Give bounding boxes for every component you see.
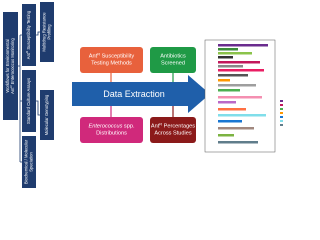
label-line: AntR Enterococcus Monitoring — [9, 37, 15, 93]
extraction-arrow — [72, 75, 210, 113]
label-line: Enterococcus spp. — [88, 124, 134, 130]
text-run: spp. — [122, 124, 135, 130]
superscript: R — [9, 85, 13, 87]
text-run: Antibiotics — [160, 54, 186, 60]
superscript: R — [159, 121, 162, 126]
deco-legend — [280, 104, 283, 106]
deco-bar — [218, 61, 260, 64]
text-run: Distributions — [96, 131, 127, 137]
deco-bar — [218, 96, 262, 99]
deco-bar — [218, 101, 236, 104]
text-run: Molecular Genotyping — [44, 94, 49, 135]
label-line: AntR Percentages — [151, 121, 195, 130]
deco-bar — [218, 65, 243, 68]
graphical-abstract: Data Extraction Workflows for Environmen… — [3, 2, 283, 188]
box-label: Multidrug Resistance Profiling — [42, 12, 52, 52]
label-line: Multidrug Resistance — [42, 12, 47, 52]
label-line: Antibiotics — [160, 54, 186, 60]
text-run: Ant — [26, 52, 31, 59]
deco-legend — [280, 100, 283, 102]
label-line: Profiling — [47, 24, 52, 40]
text-run: Profiling — [47, 24, 52, 40]
text-run: Susceptibility — [100, 54, 134, 60]
deco-bar — [218, 74, 248, 77]
deco-bar — [218, 48, 238, 51]
deco-bar — [218, 108, 246, 111]
box-label: Biochemical / Molecular Speciation — [24, 139, 34, 184]
label-line: Across Studies — [154, 131, 192, 137]
deco-bar — [218, 120, 242, 123]
superscript: R — [25, 51, 29, 53]
deco-bar — [218, 134, 234, 137]
deco-bar — [218, 89, 240, 92]
deco-legend — [280, 120, 283, 122]
label-line: Standard Culture Assays — [26, 78, 31, 124]
arrow-label: Data Extraction — [103, 89, 165, 99]
deco-legend — [280, 124, 283, 126]
text-run: Susceptibility Testing — [26, 10, 31, 51]
deco-bar — [218, 141, 258, 144]
label-line: Testing Methods — [91, 61, 132, 67]
text-run: Testing Methods — [91, 61, 132, 67]
text-run: Ant — [89, 54, 98, 60]
label-line: Molecular Genotyping — [44, 94, 49, 135]
workflow-box — [22, 70, 36, 132]
label-line: Biochemical / Molecular — [24, 139, 29, 184]
text-run: Speciation — [29, 152, 34, 172]
thumbnail-chart — [204, 39, 283, 153]
deco-legend — [280, 112, 283, 114]
superscript: R — [97, 51, 100, 56]
label-line: Workflows for Environmental — [5, 39, 10, 92]
box-label: Molecular Genotyping — [44, 94, 49, 135]
text-run: Percentages — [162, 124, 195, 130]
method-box — [80, 47, 143, 73]
box-label: Enterococcus spp.Distributions — [88, 124, 134, 137]
connector — [18, 34, 22, 163]
label-line: Distributions — [96, 131, 127, 137]
text-run: Screened — [161, 61, 185, 67]
label-line: Speciation — [29, 152, 34, 172]
workflow-box — [40, 90, 54, 140]
deco-bar — [218, 127, 254, 130]
text-run: Standard Culture Assays — [26, 78, 31, 124]
box-label: AntR Susceptibility Testing — [25, 10, 31, 59]
deco-legend — [280, 116, 283, 118]
deco-bar — [218, 56, 233, 59]
workflow-box — [40, 2, 54, 62]
deco-bar — [218, 69, 264, 72]
text-run: Multidrug Resistance — [42, 12, 47, 52]
deco-bar — [218, 114, 266, 117]
text-run: Biochemical / Molecular — [24, 139, 29, 184]
workflow-box — [22, 4, 36, 66]
deco-bar — [218, 84, 256, 87]
deco-legend — [280, 108, 283, 110]
text-run: Monitoring — [10, 37, 15, 58]
text-run: Ant — [151, 124, 160, 130]
deco-bar — [218, 44, 268, 47]
distribution-box — [80, 117, 143, 143]
box-label: Standard Culture Assays — [26, 78, 31, 124]
text-run: Enterococcus — [88, 124, 122, 130]
label-line: Screened — [161, 61, 185, 67]
antibiotics-box — [150, 47, 196, 73]
workflow-box — [22, 136, 36, 188]
text-run: Ant — [10, 87, 15, 94]
text-run: Across Studies — [154, 131, 192, 137]
workflow-box — [3, 12, 18, 120]
deco-bar — [218, 52, 252, 55]
label-line: AntR Susceptibility — [89, 51, 135, 60]
label-line: AntR Susceptibility Testing — [25, 10, 31, 59]
deco-bar — [218, 79, 230, 82]
text-run: Enterococcus — [10, 58, 15, 84]
connector — [36, 31, 40, 116]
text-run: Workflows for Environmental — [5, 39, 10, 92]
box-label: Workflows for Environmental AntR Enteroco… — [5, 37, 15, 93]
percentage-box — [150, 117, 196, 143]
